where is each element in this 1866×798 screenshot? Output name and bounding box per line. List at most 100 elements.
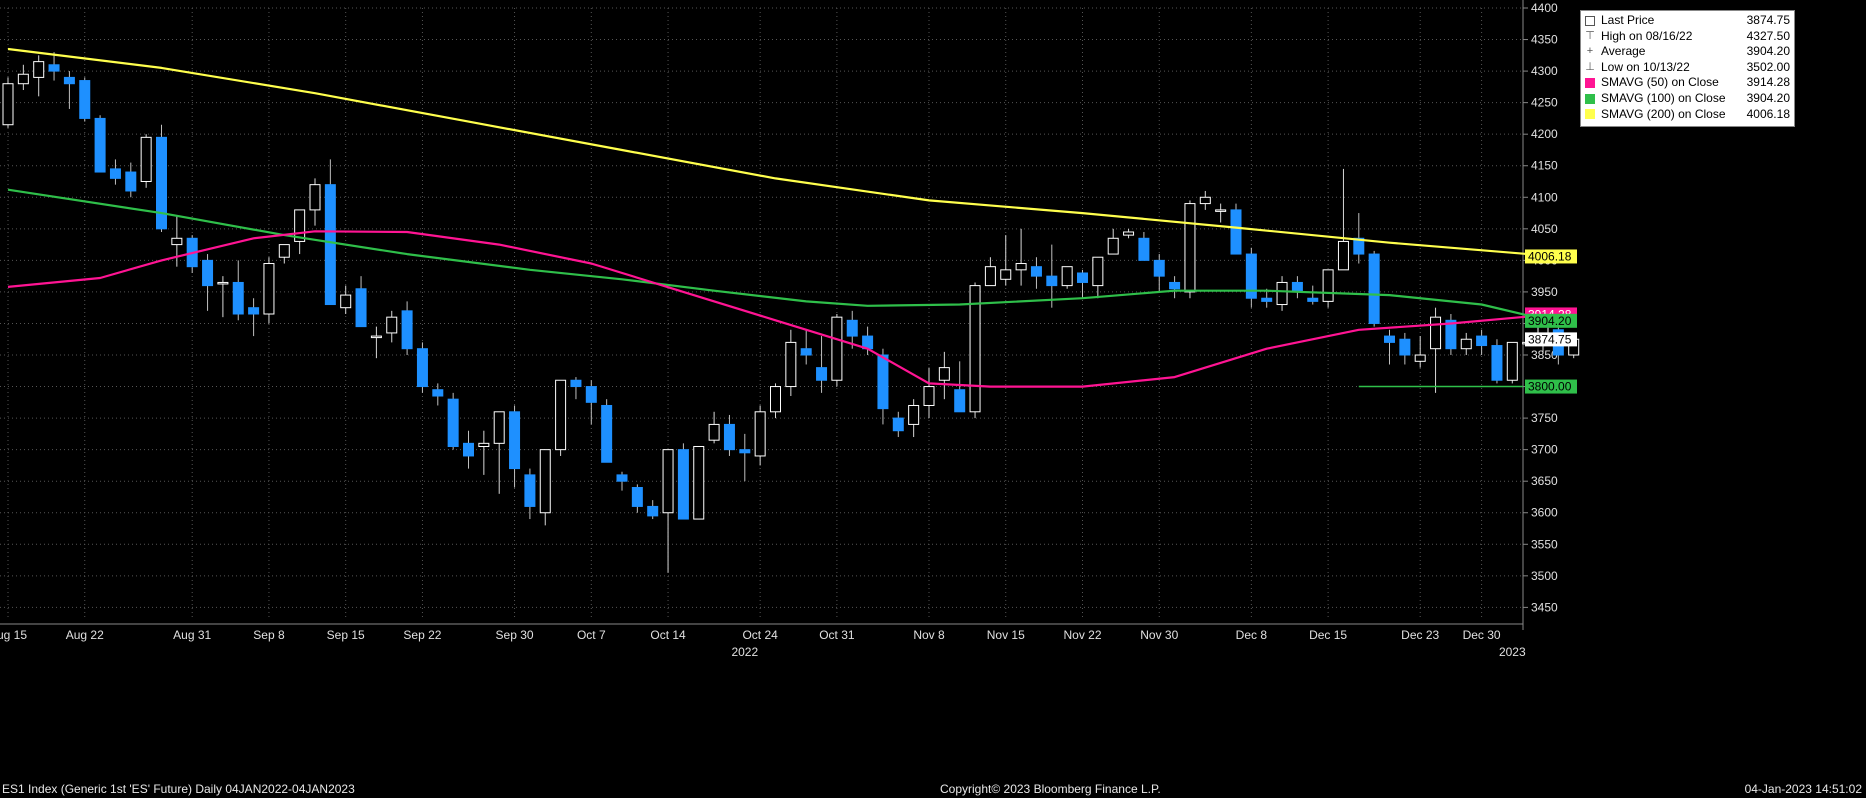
- candle-down: [877, 354, 889, 410]
- date-tick-label: Oct 24: [742, 628, 778, 642]
- price-tick-label: 4300: [1531, 64, 1558, 78]
- candle-down: [1245, 253, 1257, 299]
- candle-up: [1460, 338, 1472, 350]
- price-tick-label: 3550: [1531, 537, 1558, 551]
- candle-down: [892, 417, 904, 432]
- price-tag-label: 3874.75: [1528, 332, 1572, 346]
- footer-copyright: Copyright© 2023 Bloomberg Finance L.P.: [940, 782, 1161, 796]
- candle-down: [232, 281, 244, 315]
- legend-label: Average: [1601, 44, 1646, 59]
- legend-label: Last Price: [1601, 13, 1655, 27]
- price-tag: [1525, 332, 1577, 347]
- price-tag: [1525, 379, 1577, 394]
- high-marker-icon: ⊤: [1585, 29, 1595, 42]
- footer-bar: ES1 Index (Generic 1st 'ES' Future) Dail…: [0, 780, 1866, 798]
- candle-down: [846, 319, 858, 337]
- candle-up: [1015, 263, 1027, 271]
- candle-down: [1384, 335, 1395, 343]
- candle-down: [1230, 209, 1242, 255]
- candle-down: [94, 117, 106, 173]
- candle-up: [1107, 237, 1119, 255]
- footer-timestamp: 04-Jan-2023 14:51:02: [1744, 782, 1862, 796]
- candle-down: [723, 423, 735, 451]
- date-tick-label: Sep 30: [496, 628, 534, 642]
- legend-value: 4006.18: [1746, 106, 1790, 121]
- date-tick-label: Nov 22: [1063, 628, 1101, 642]
- price-tick-label: 3750: [1531, 411, 1558, 425]
- candle-down: [202, 259, 214, 287]
- legend-row: SMAVG (100) on Close 3904.20: [1585, 91, 1790, 107]
- candle-up: [555, 379, 567, 451]
- legend-swatch: [1585, 78, 1595, 89]
- candle-down: [1307, 297, 1319, 302]
- legend-value: 4327.50: [1746, 28, 1790, 43]
- candle-up: [171, 237, 183, 246]
- date-tick-label: Dec 30: [1463, 628, 1501, 642]
- candle-up: [140, 136, 152, 183]
- price-tick-label: 3700: [1531, 443, 1558, 457]
- candle-down: [1030, 266, 1042, 277]
- candle-up: [340, 294, 352, 309]
- legend-swatch: [1585, 109, 1595, 120]
- legend-row: ⊥ Low on 10/13/22 3502.00: [1585, 60, 1790, 76]
- candle-down: [63, 76, 75, 85]
- date-tick-label: Dec 23: [1401, 628, 1439, 642]
- price-tag: [1525, 249, 1577, 264]
- grid-lines: [0, 7, 1523, 620]
- candle-up: [1322, 269, 1334, 302]
- candle-down: [570, 379, 582, 388]
- candle-up: [1184, 203, 1196, 293]
- date-tick-label: Aug 31: [173, 628, 211, 642]
- price-tick-label: 3650: [1531, 474, 1558, 488]
- legend-row: + Average 3904.20: [1585, 44, 1790, 60]
- legend-swatch: [1585, 93, 1595, 104]
- candle-up: [754, 411, 766, 457]
- legend-label: SMAVG (50) on Close: [1601, 75, 1719, 90]
- candle-up: [493, 411, 505, 444]
- date-tick-label: Oct 31: [819, 628, 855, 642]
- legend-row: SMAVG (200) on Close 4006.18: [1585, 107, 1790, 123]
- candle-down: [1353, 237, 1365, 255]
- candle-up: [278, 244, 290, 258]
- candle-down: [524, 474, 536, 507]
- candle-down: [616, 474, 628, 482]
- candle-up: [1276, 281, 1288, 306]
- candle-down: [401, 310, 413, 350]
- price-tick-label: 4200: [1531, 127, 1558, 141]
- legend-row: ⊤ High on 08/16/22 4327.50: [1585, 29, 1790, 45]
- candle-down: [1169, 281, 1181, 290]
- candle-up: [831, 316, 843, 381]
- legend-value: 3874.75: [1746, 13, 1790, 27]
- legend-swatch: [1585, 15, 1595, 26]
- candle-up: [1337, 240, 1349, 271]
- candle-up: [1123, 231, 1135, 236]
- candle-down: [647, 505, 659, 517]
- candle-up: [309, 184, 321, 211]
- year-label: 2022: [731, 645, 758, 659]
- sma100-line: [7, 188, 1551, 322]
- candle-down: [1138, 237, 1150, 261]
- date-tick-label: Nov 15: [987, 628, 1025, 642]
- candle-up: [785, 341, 797, 388]
- chart-legend: Last Price 3874.75 ⊤ High on 08/16/22 4327.5…: [1580, 10, 1795, 127]
- candle-up: [263, 263, 275, 315]
- candle-up: [662, 449, 674, 514]
- candle-down: [1445, 319, 1457, 350]
- candle-down: [48, 64, 60, 72]
- date-tick-label: Nov 8: [913, 628, 945, 642]
- candle-up: [923, 386, 935, 406]
- average-marker-icon: +: [1586, 45, 1594, 58]
- candle-down: [631, 487, 643, 507]
- candle-down: [432, 389, 444, 397]
- price-tick-label: 4400: [1531, 1, 1558, 15]
- legend-value: 3904.20: [1746, 90, 1790, 105]
- price-tick-label: 4150: [1531, 159, 1558, 173]
- legend-row: SMAVG (50) on Close 3914.28: [1585, 75, 1790, 91]
- legend-value: 3502.00: [1746, 59, 1790, 74]
- candle-up: [294, 209, 306, 242]
- candle-down: [79, 80, 91, 119]
- candle-up: [1430, 316, 1442, 350]
- date-tick-label: Sep 8: [253, 628, 285, 642]
- candle-down: [585, 386, 597, 403]
- legend-label: SMAVG (200) on Close: [1601, 106, 1726, 121]
